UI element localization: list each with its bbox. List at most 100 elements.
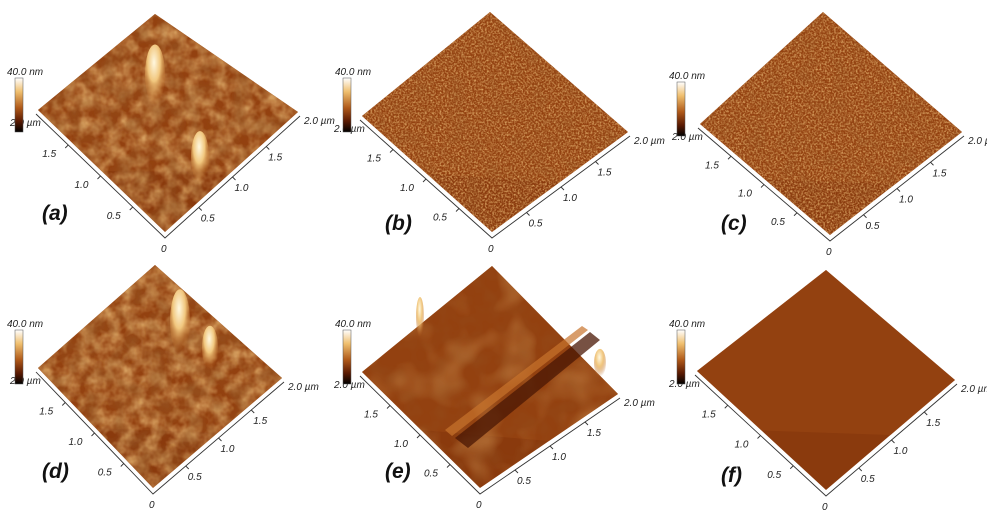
axis-tick-label: 1.5 (926, 418, 940, 429)
surface-peak (416, 297, 424, 337)
panel-label: (c) (721, 212, 747, 235)
axis-end-label: 2.0 µm (9, 118, 41, 129)
axis-origin-label: 0 (826, 247, 832, 258)
axis-tick (584, 421, 589, 426)
axis-tick (422, 178, 427, 183)
axis-tick-label: 1.0 (552, 452, 566, 463)
axis-tick (455, 208, 460, 212)
colorbar-max-label: 40.0 nm (335, 67, 371, 78)
axis-tick-label: 0.5 (201, 214, 215, 225)
axis-tick (724, 404, 729, 409)
afm-panel-3: 1.5 1.0 0.5 2.0 µm 0 0.5 1.0 1.5 2.0 µm 40.0 nm (c… (669, 12, 987, 258)
axis-tick-label: 0.5 (529, 219, 543, 230)
surface-peak (594, 348, 606, 377)
axis-end-label: 2.0 µm (303, 116, 335, 127)
axis-tick-label: 0.5 (866, 221, 880, 232)
surface-shading (362, 266, 618, 488)
axis-end-label: 2.0 µm (9, 376, 41, 387)
axis-tick (97, 175, 101, 180)
axis-tick (549, 445, 554, 450)
axis-tick (120, 463, 125, 467)
axis-tick-label: 1.0 (235, 183, 249, 194)
axis-tick-label: 1.5 (253, 416, 267, 427)
axis-end-label: 2.0 µm (333, 380, 365, 391)
axis-end-label: 2.0 µm (671, 132, 703, 143)
axis-tick-label: 0.5 (107, 211, 121, 222)
axis-tick-label: 1.0 (894, 446, 908, 457)
axis-tick (560, 186, 565, 191)
axis-tick-label: 1.5 (587, 428, 601, 439)
axis-tick (891, 439, 895, 444)
axis-tick-label: 0.5 (767, 470, 781, 481)
panel-label: (a) (42, 202, 68, 225)
axis-tick (446, 464, 451, 468)
axis-tick (858, 467, 863, 472)
colorbar (14, 329, 24, 385)
axis-tick-label: 1.0 (69, 437, 83, 448)
axis-tick (250, 409, 255, 414)
axis-tick (232, 176, 236, 181)
axis-tick (185, 465, 190, 470)
axis-tick-label: 1.0 (735, 440, 749, 451)
surface-shading (362, 12, 628, 232)
axis-lines (35, 113, 301, 239)
axis-tick-label: 1.5 (364, 410, 378, 421)
axis-tick-label: 1.5 (42, 149, 56, 160)
axis-tick (389, 149, 394, 153)
axis-tick-label: 1.5 (702, 409, 716, 420)
axis-tick-label: 0.5 (98, 468, 112, 479)
colorbar-max-label: 40.0 nm (669, 71, 705, 82)
axis-tick-label: 1.0 (75, 180, 89, 191)
axis-tick (64, 144, 69, 149)
axis-tick-label: 1.5 (598, 168, 612, 179)
axis-tick-label: 1.0 (899, 195, 913, 206)
axis-origin-label: 0 (488, 244, 494, 255)
axis-tick-label: 1.0 (738, 189, 752, 200)
axis-tick (129, 206, 134, 211)
axis-tick-label: 0.5 (424, 469, 438, 480)
axis-tick (198, 207, 203, 211)
axis-tick (930, 161, 934, 166)
axis-end-label: 2.0 µm (623, 398, 655, 409)
axis-tick-label: 1.0 (400, 183, 414, 194)
afm-panel-1: 1.5 1.0 0.5 2.0 µm 0 0.5 1.0 1.5 2.0 µm 40.0 nm (a… (7, 14, 335, 255)
axis-end-label: 2.0 µm (287, 382, 319, 393)
axis-tick (91, 432, 95, 437)
axis-tick (760, 184, 765, 188)
colorbar-max-label: 40.0 nm (7, 67, 43, 78)
colorbar (14, 77, 24, 133)
axis-tick (595, 161, 599, 165)
axis-tick-label: 0.5 (433, 213, 447, 224)
axis-tick (923, 411, 928, 416)
surface-shading (38, 265, 282, 488)
colorbar (676, 329, 686, 385)
colorbar-max-label: 40.0 nm (7, 319, 43, 330)
axis-end-label: 2.0 µm (668, 379, 700, 390)
axis-end-label: 2.0 µm (967, 136, 987, 147)
surface-ridge-light (445, 326, 588, 436)
axis-tick (793, 212, 798, 217)
axis-lines (359, 375, 621, 495)
colorbar-max-label: 40.0 nm (335, 319, 371, 330)
axis-tick-label: 1.5 (933, 168, 947, 179)
afm-panel-6: 1.5 1.0 0.5 2.0 µm 0 0.5 1.0 1.5 2.0 µm 40.0 nm (f… (668, 270, 987, 511)
axis-tick (789, 465, 794, 470)
colorbar (342, 77, 352, 133)
axis-tick-label: 1.0 (221, 444, 235, 455)
axis-tick-label: 0.5 (771, 217, 785, 228)
panel-label: (d) (42, 460, 69, 483)
axis-tick-label: 1.5 (268, 153, 282, 164)
axis-tick-label: 0.5 (188, 472, 202, 483)
surface-peak (145, 44, 165, 105)
axis-tick-label: 1.0 (394, 439, 408, 450)
axis-lines (35, 371, 285, 495)
axis-tick-label: 1.0 (563, 193, 577, 204)
axis-origin-label: 0 (161, 244, 167, 255)
axis-tick (526, 212, 530, 216)
axis-tick-label: 1.5 (367, 154, 381, 165)
surface-ridge (455, 332, 600, 448)
axis-tick (218, 437, 222, 442)
panel-label: (b) (385, 212, 412, 235)
axis-tick (896, 188, 901, 192)
